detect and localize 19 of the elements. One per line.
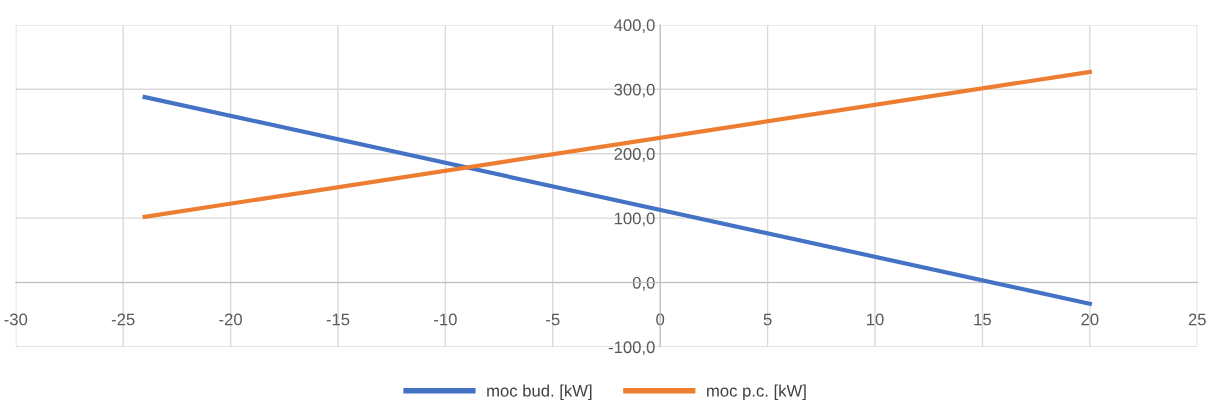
x-tick-label: -25 <box>111 313 135 326</box>
x-tick-label: 15 <box>974 313 991 326</box>
y-tick-label: 300,0 <box>614 83 655 98</box>
legend-label: moc p.c. [kW] <box>707 384 806 400</box>
y-tick-label: 100,0 <box>614 212 655 227</box>
x-tick-label: 10 <box>867 313 884 326</box>
legend-label: moc bud. [kW] <box>487 384 592 400</box>
x-tick-label: -30 <box>4 313 28 326</box>
y-tick-label: 400,0 <box>614 19 655 34</box>
x-tick-label: 20 <box>1081 313 1099 326</box>
x-tick-label: 0 <box>656 313 665 326</box>
x-tick-label: -20 <box>219 313 242 326</box>
x-tick-label: -15 <box>326 313 350 326</box>
x-tick-label: 5 <box>763 313 772 326</box>
x-tick-label: 25 <box>1188 313 1206 326</box>
x-tick-label: -5 <box>546 313 560 326</box>
x-tick-label: -10 <box>434 313 457 326</box>
y-tick-label: 200,0 <box>614 148 655 162</box>
y-tick-label: -100,0 <box>608 341 655 356</box>
